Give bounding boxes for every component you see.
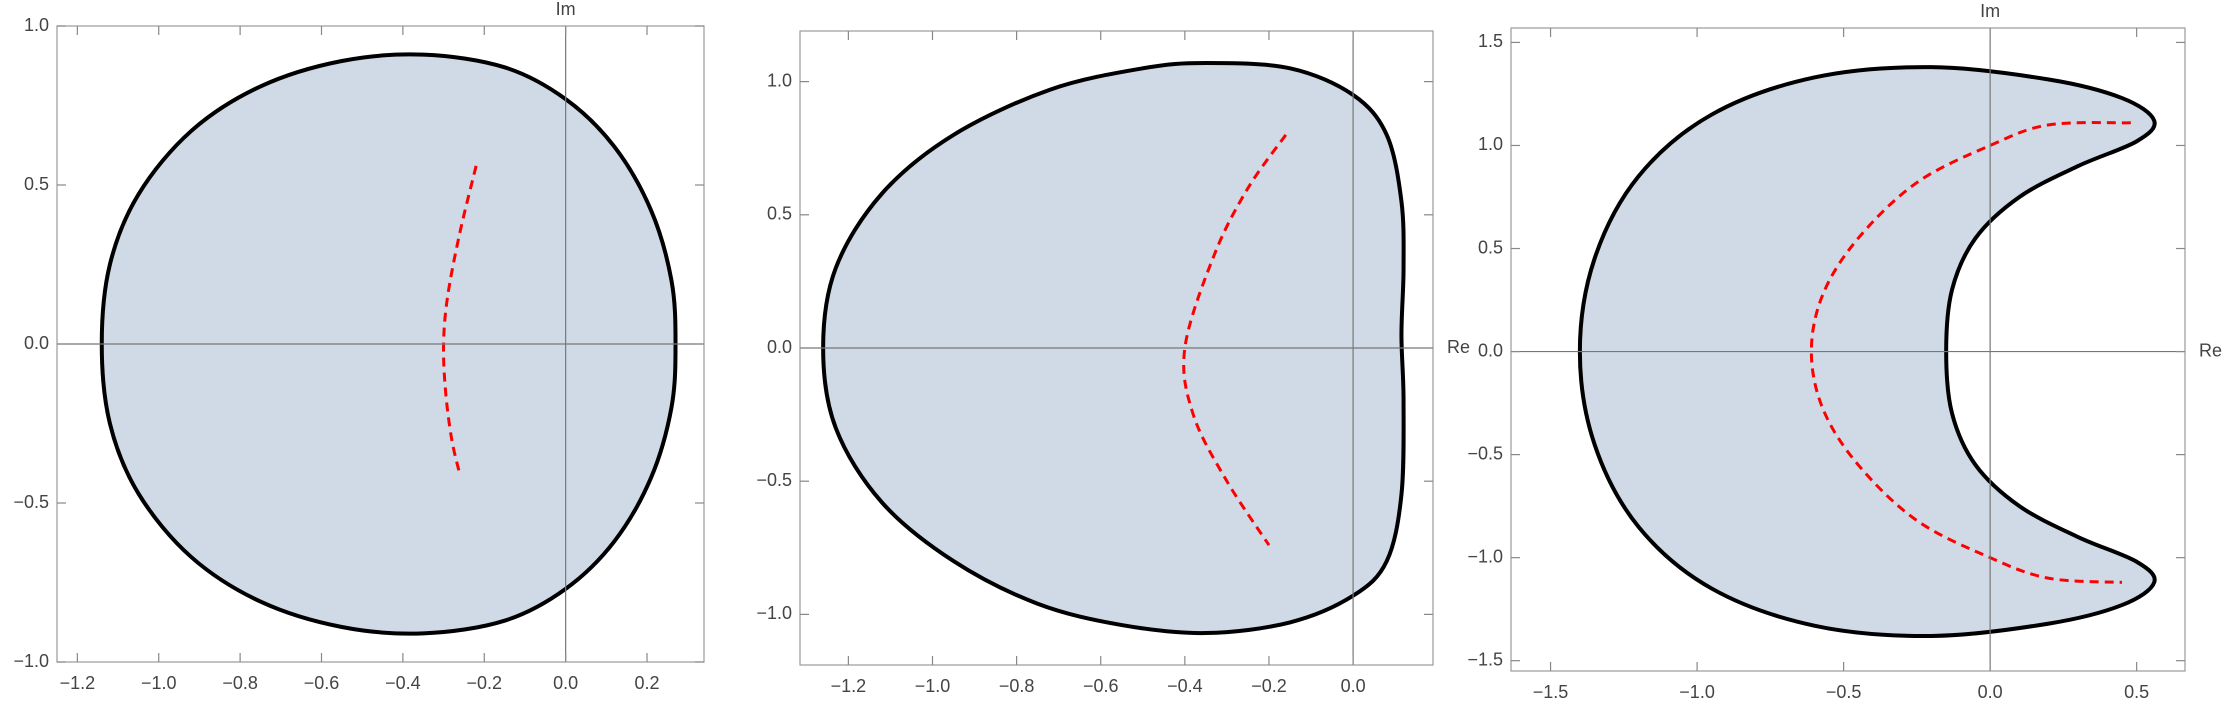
y-tick-label: −0.5 xyxy=(756,470,792,490)
x-tick-label: −0.2 xyxy=(1251,676,1287,696)
y-tick-label: 0.5 xyxy=(767,204,792,224)
y-tick-label: 0.0 xyxy=(767,337,792,357)
y-tick-label: 1.5 xyxy=(1478,31,1503,51)
x-tick-label: −0.6 xyxy=(304,673,340,693)
y-tick-label: −1.0 xyxy=(1467,546,1503,566)
x-tick-label: −1.0 xyxy=(141,673,177,693)
x-tick-label: 0.5 xyxy=(2124,682,2149,702)
x-tick-label: −1.0 xyxy=(1679,682,1715,702)
x-tick-label: −0.4 xyxy=(1167,676,1203,696)
x-tick-label: 0.0 xyxy=(1978,682,2003,702)
dashed-curve xyxy=(1182,134,1288,546)
y-tick-label: −1.0 xyxy=(756,603,792,623)
x-tick-label: −1.2 xyxy=(60,673,96,693)
x-tick-label: −0.6 xyxy=(1083,676,1119,696)
y-axis-label: Im xyxy=(1980,1,2000,21)
x-tick-label: −0.4 xyxy=(385,673,421,693)
x-tick-label: −0.8 xyxy=(222,673,258,693)
y-tick-label: 0.5 xyxy=(24,174,49,194)
y-tick-label: 0.5 xyxy=(1478,237,1503,257)
y-tick-label: 0.0 xyxy=(24,333,49,353)
y-tick-label: 0.0 xyxy=(1478,340,1503,360)
y-tick-label: −1.0 xyxy=(13,651,49,671)
y-tick-label: −0.5 xyxy=(13,492,49,512)
y-tick-label: −0.5 xyxy=(1467,443,1503,463)
x-tick-label: −1.0 xyxy=(915,676,951,696)
panel: −1.2 −1.0 −0.8 −0.6 −0.4 −0.2 0.0 0.2 −1.0 −0.5 0.… xyxy=(13,0,705,693)
y-tick-label: 1.0 xyxy=(24,15,49,35)
frame xyxy=(1510,27,2186,672)
x-tick-label: −0.2 xyxy=(466,673,502,693)
x-tick-label: −1.2 xyxy=(831,676,867,696)
x-tick-label: −1.5 xyxy=(1533,682,1569,702)
x-axis-label: Re xyxy=(2199,340,2222,360)
y-tick-label: −1.5 xyxy=(1467,649,1503,669)
x-tick-label: 0.2 xyxy=(635,673,660,693)
y-tick-label: 1.0 xyxy=(1478,134,1503,154)
panel: −1.2 −1.0 −0.8 −0.6 −0.4 −0.2 0.0 −1.0 −0.5 0.0 0.… xyxy=(756,30,1470,696)
x-tick-label: −0.5 xyxy=(1826,682,1862,702)
panel: −1.5 −1.0 −0.5 0.0 0.5 −1.5 −1.0 −0.5 0.0 0.5 1.0 1… xyxy=(1467,1,2222,702)
x-tick-label: −0.8 xyxy=(999,676,1035,696)
x-tick-label: 0.0 xyxy=(1341,676,1366,696)
y-axis-label: Im xyxy=(556,0,576,19)
dashed-curve xyxy=(1809,121,2131,584)
x-tick-label: 0.0 xyxy=(553,673,578,693)
x-axis-label: Re xyxy=(1447,337,1470,357)
y-tick-label: 1.0 xyxy=(767,70,792,90)
